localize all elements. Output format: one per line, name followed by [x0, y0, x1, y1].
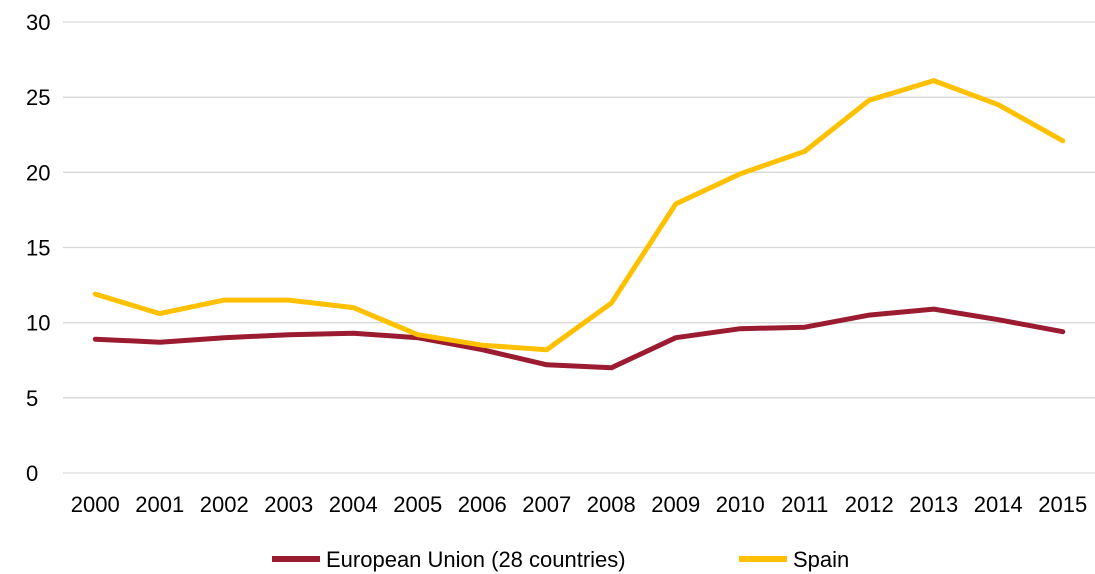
x-tick-label: 2005 [393, 492, 442, 517]
y-tick-label: 15 [26, 236, 50, 261]
x-tick-label: 2013 [909, 492, 958, 517]
legend-item-spain: Spain [739, 547, 849, 572]
legend: European Union (28 countries) Spain [272, 547, 849, 572]
x-tick-label: 2003 [264, 492, 313, 517]
x-axis-ticks: 2000 2001 2002 2003 2004 2005 2006 2007 2008 2009… [71, 492, 1087, 517]
y-tick-label: 10 [26, 311, 50, 336]
x-tick-label: 2015 [1038, 492, 1087, 517]
x-tick-label: 2007 [522, 492, 571, 517]
x-tick-label: 2002 [200, 492, 249, 517]
x-tick-label: 2006 [458, 492, 507, 517]
x-tick-label: 2008 [587, 492, 636, 517]
gridlines [63, 21, 1095, 474]
legend-item-eu: European Union (28 countries) [272, 547, 626, 572]
x-tick-label: 2001 [135, 492, 184, 517]
y-tick-label: 0 [26, 461, 38, 486]
series-line-spain [92, 78, 1066, 353]
x-tick-label: 2014 [974, 492, 1023, 517]
x-tick-label: 2009 [651, 492, 700, 517]
series-line-eu [92, 306, 1066, 371]
y-axis-ticks: 0 5 10 15 20 25 30 [26, 10, 50, 486]
y-tick-label: 20 [26, 160, 50, 185]
legend-label-spain: Spain [793, 547, 849, 572]
y-tick-label: 30 [26, 10, 50, 35]
y-tick-label: 25 [26, 85, 50, 110]
x-tick-label: 2010 [716, 492, 765, 517]
x-tick-label: 2004 [329, 492, 378, 517]
series-lines [92, 78, 1066, 371]
legend-label-eu: European Union (28 countries) [326, 547, 626, 572]
x-tick-label: 2000 [71, 492, 120, 517]
x-tick-label: 2012 [845, 492, 894, 517]
y-tick-label: 5 [26, 386, 38, 411]
x-tick-label: 2011 [781, 492, 828, 517]
